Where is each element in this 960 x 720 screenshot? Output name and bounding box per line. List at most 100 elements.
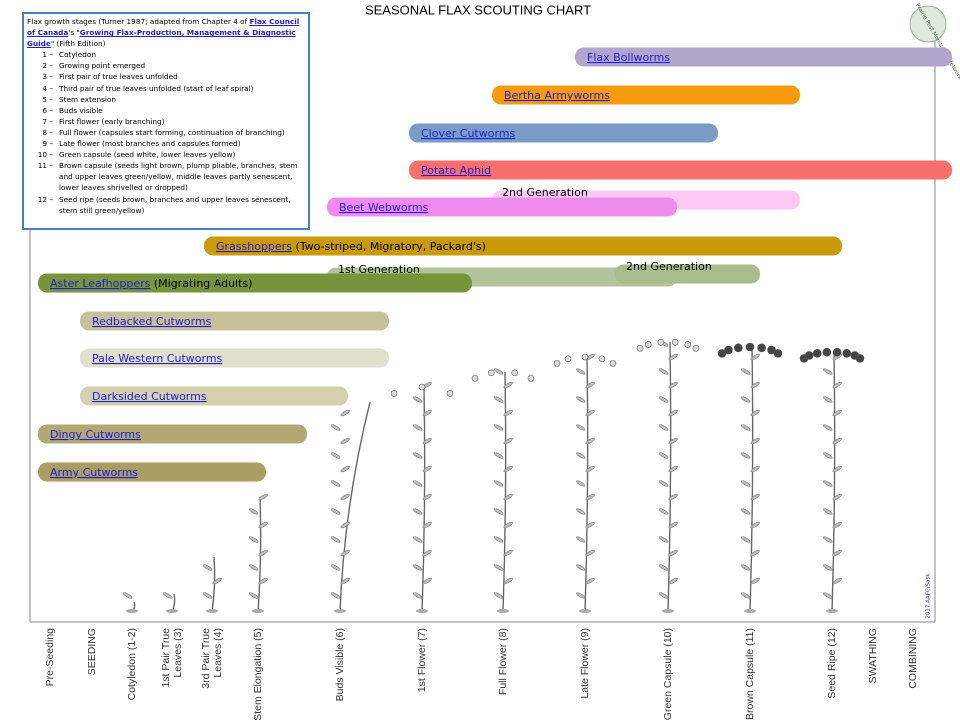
stage-text: Full flower (capsules start forming, con… <box>59 127 285 137</box>
bar-link[interactable]: Aster Leafhoppers <box>50 277 151 290</box>
plant-leaf <box>668 437 678 445</box>
plant-base <box>826 609 838 613</box>
bar-name: 1st Generation <box>338 263 420 276</box>
plant-leaf <box>203 564 213 571</box>
plant-capsule <box>471 375 479 382</box>
stage-number: 3 – <box>42 72 53 82</box>
plant-leaf <box>413 424 423 431</box>
plant-leaf <box>585 437 595 445</box>
bar-link[interactable]: Bertha Armyworms <box>504 89 610 102</box>
plant-leaf <box>163 592 173 599</box>
plant-leaf <box>340 465 350 473</box>
plant-leaf <box>494 396 504 403</box>
bar-note: (Two-striped, Migratory, Packard's) <box>295 240 486 253</box>
bar-link[interactable]: Darksided Cutworms <box>92 390 207 403</box>
legend-link[interactable]: Growing Flax-Production, Management & Di… <box>27 28 296 49</box>
stage-number: 12 – <box>37 194 53 204</box>
plant-leaf <box>668 521 678 529</box>
bar-link[interactable]: Flax Bollworms <box>587 51 670 64</box>
plant-leaf <box>422 521 432 529</box>
plant-leaf <box>668 409 678 417</box>
plant-leaf <box>494 368 504 375</box>
plant-leaf <box>750 409 760 417</box>
plant-leaf <box>258 521 268 529</box>
bar-link[interactable]: Beet Webworms <box>339 201 429 214</box>
stage-text: Brown capsule (seeds light brown, plump … <box>59 161 298 193</box>
stage-number: 4 – <box>42 83 53 93</box>
plant-leaf <box>331 536 341 543</box>
stage-number: 10 – <box>37 150 53 160</box>
plant-leaf <box>750 493 760 501</box>
plant-leaf <box>750 577 760 585</box>
bar-link[interactable]: Pale Western Cutworms <box>92 352 223 365</box>
bar <box>80 386 348 406</box>
plant-capsule <box>511 369 518 377</box>
plant-leaf <box>832 521 842 529</box>
plant-capsule <box>581 353 589 361</box>
bar-link[interactable]: Clover Cutworms <box>421 127 515 140</box>
legend-link[interactable]: Flax Council of Canada <box>27 17 300 38</box>
plant-leaf <box>494 592 504 599</box>
plant-capsule <box>446 390 454 397</box>
plant-capsule <box>773 349 783 358</box>
plant-capsule <box>657 338 665 346</box>
plant-leaf <box>503 577 513 585</box>
stage-label: Leaves (4) <box>212 628 224 678</box>
bar-link[interactable]: Redbacked Cutworms <box>92 315 212 328</box>
legend-row: 6 – Buds visible <box>27 105 305 116</box>
plant-leaf <box>585 577 595 585</box>
legend-intro: Flax growth stages (Turner 1987; adapted… <box>27 16 305 49</box>
stage-label: Cotyledon (1-2) <box>126 628 138 700</box>
bar-label: Redbacked Cutworms <box>92 315 212 328</box>
plant-leaf <box>249 564 259 571</box>
plant-leaf <box>668 577 678 585</box>
bar-link[interactable]: Grasshoppers <box>216 240 292 253</box>
plants <box>123 338 865 613</box>
bar-link[interactable]: Potato Aphid <box>421 164 491 177</box>
stage-label: Green Capsule (10) <box>662 628 674 720</box>
plant-leaf <box>576 424 586 431</box>
plant-leaf <box>331 592 341 599</box>
plant-leaf <box>422 465 432 473</box>
plant-leaf <box>576 368 586 375</box>
legend-text: " (Fifth Edition) <box>50 39 106 49</box>
plant-capsule <box>527 375 535 382</box>
plant-capsule <box>757 343 766 353</box>
stage-text: Buds visible <box>59 105 103 115</box>
plant-capsule <box>842 348 852 358</box>
plant-leaf <box>576 452 586 459</box>
stage-text: Cotyledon <box>59 50 96 60</box>
plant-base <box>334 609 346 613</box>
bar-link[interactable]: Dingy Cutworms <box>50 428 141 441</box>
bar <box>204 236 842 256</box>
stage-label: SWATHING <box>867 628 879 683</box>
plant-leaf <box>576 592 586 599</box>
stage-label: Stem Elongation (5) <box>252 628 264 720</box>
bar-link[interactable]: Army Cutworms <box>50 466 138 479</box>
plant-base <box>416 609 428 613</box>
plant-base <box>744 609 756 613</box>
plant-leaf <box>823 452 833 459</box>
stage-label: Leaves (3) <box>172 628 184 678</box>
plant-leaf <box>413 452 423 459</box>
plant-leaf <box>494 564 504 571</box>
plant-leaf <box>249 592 259 599</box>
stage-text: First pair of true leaves unfolded <box>59 72 178 82</box>
plant-capsule <box>418 383 426 391</box>
plant-leaf <box>585 409 595 417</box>
plant-leaf <box>413 480 423 487</box>
bar-label: Grasshoppers (Two-striped, Migratory, Pa… <box>216 240 486 253</box>
plant-leaf <box>741 424 751 431</box>
plant-leaf <box>123 592 133 599</box>
plant-leaf <box>585 549 595 557</box>
plant-leaf <box>422 549 432 557</box>
plant-leaf <box>258 549 268 557</box>
plant-leaf <box>413 536 423 543</box>
plant-leaf <box>576 508 586 515</box>
plant-stem <box>584 356 589 613</box>
plant-leaf <box>659 424 669 431</box>
plant-capsule <box>636 345 644 352</box>
bar <box>492 85 800 105</box>
plant-leaf <box>340 577 350 585</box>
plant-leaf <box>750 437 760 445</box>
